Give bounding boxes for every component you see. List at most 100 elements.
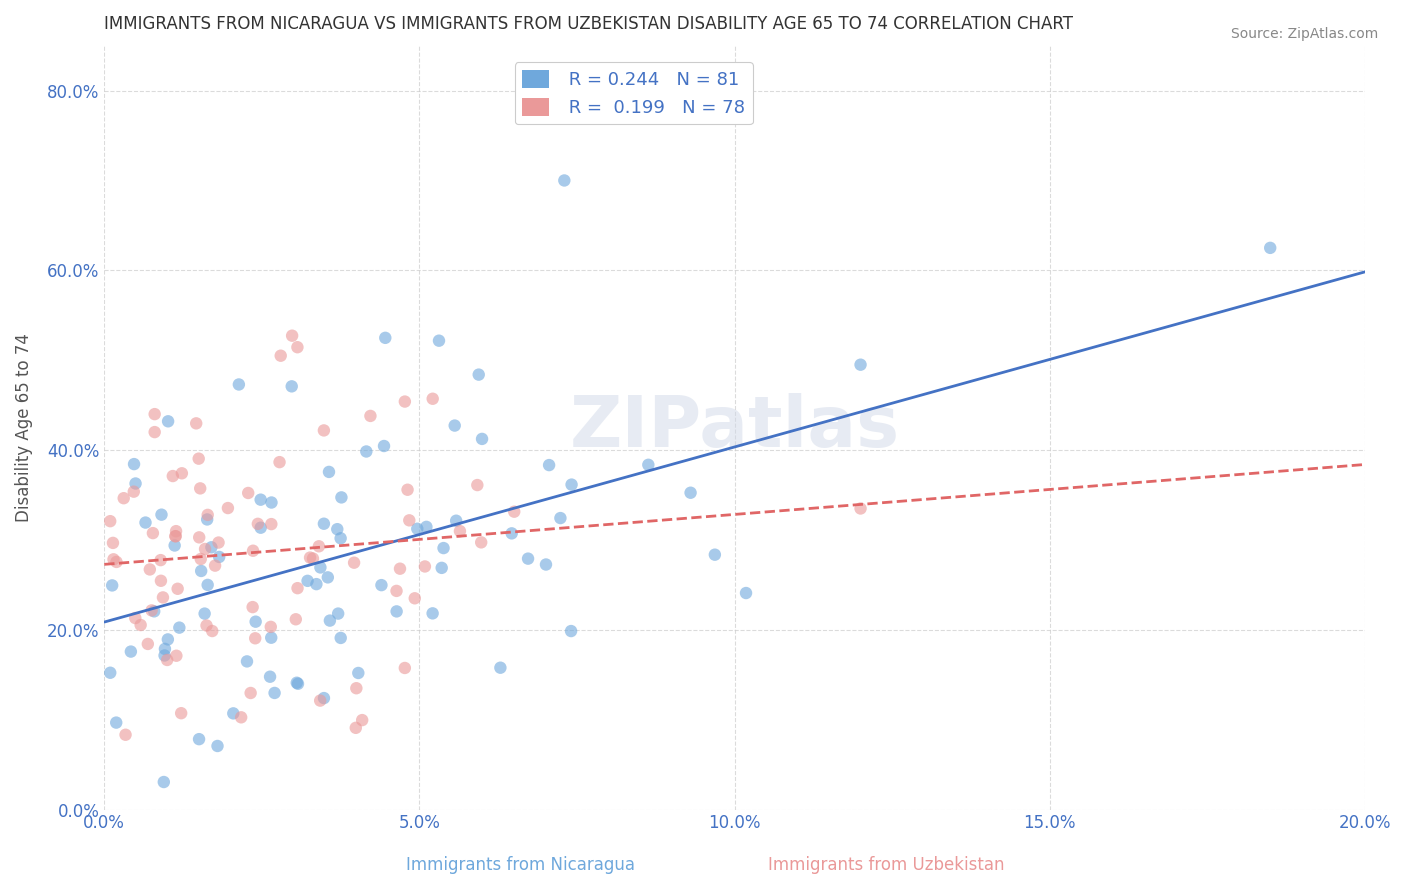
- Point: [305, 577, 328, 591]
- Point: [849, 358, 872, 372]
- Point: [105, 555, 128, 569]
- Point: [553, 173, 575, 187]
- Point: [246, 516, 269, 531]
- Point: [443, 418, 465, 433]
- Point: [637, 458, 659, 472]
- Point: [344, 721, 367, 735]
- Point: [352, 713, 374, 727]
- Point: [190, 552, 212, 566]
- Point: [735, 586, 758, 600]
- Point: [238, 486, 260, 500]
- Point: [190, 564, 212, 578]
- Point: [197, 508, 219, 522]
- Point: [236, 654, 259, 668]
- Point: [124, 611, 146, 625]
- Text: Source: ZipAtlas.com: Source: ZipAtlas.com: [1230, 27, 1378, 41]
- Point: [259, 670, 281, 684]
- Point: [308, 539, 330, 553]
- Point: [156, 653, 179, 667]
- Point: [517, 551, 540, 566]
- Point: [534, 558, 557, 572]
- Point: [394, 394, 416, 409]
- Point: [122, 457, 145, 471]
- Point: [98, 514, 121, 528]
- Point: [432, 541, 454, 555]
- Point: [242, 543, 264, 558]
- Point: [373, 439, 395, 453]
- Point: [269, 455, 291, 469]
- Text: Immigrants from Nicaragua: Immigrants from Nicaragua: [406, 856, 634, 874]
- Point: [156, 632, 179, 647]
- Point: [245, 632, 267, 646]
- Point: [501, 526, 523, 541]
- Point: [388, 562, 411, 576]
- Point: [406, 522, 429, 536]
- Point: [141, 603, 163, 617]
- Y-axis label: Disability Age 65 to 74: Disability Age 65 to 74: [15, 334, 32, 522]
- Point: [297, 574, 319, 588]
- Point: [143, 407, 166, 421]
- Point: [129, 618, 152, 632]
- Point: [560, 624, 582, 638]
- Point: [344, 681, 367, 696]
- Point: [312, 516, 335, 531]
- Point: [679, 485, 702, 500]
- Point: [136, 637, 159, 651]
- Point: [329, 631, 352, 645]
- Point: [503, 505, 526, 519]
- Point: [134, 516, 156, 530]
- Point: [165, 529, 187, 543]
- Point: [538, 458, 561, 472]
- Point: [242, 600, 264, 615]
- Point: [249, 521, 271, 535]
- Point: [312, 424, 335, 438]
- Point: [550, 511, 572, 525]
- Point: [245, 615, 267, 629]
- Point: [103, 552, 125, 566]
- Point: [287, 340, 309, 354]
- Point: [284, 612, 307, 626]
- Point: [415, 520, 437, 534]
- Point: [112, 491, 135, 506]
- Point: [142, 526, 165, 541]
- Point: [318, 465, 340, 479]
- Point: [105, 715, 128, 730]
- Point: [153, 648, 176, 663]
- Point: [394, 661, 416, 675]
- Point: [222, 706, 245, 721]
- Point: [186, 417, 208, 431]
- Point: [404, 591, 426, 606]
- Point: [287, 677, 309, 691]
- Point: [217, 501, 239, 516]
- Point: [343, 556, 366, 570]
- Point: [124, 476, 146, 491]
- Point: [385, 583, 408, 598]
- Point: [467, 368, 489, 382]
- Point: [162, 469, 184, 483]
- Point: [195, 618, 218, 632]
- Point: [309, 560, 332, 574]
- Point: [101, 578, 124, 592]
- Point: [427, 334, 450, 348]
- Point: [263, 686, 285, 700]
- Point: [163, 539, 186, 553]
- Point: [430, 561, 453, 575]
- Point: [260, 495, 283, 509]
- Point: [347, 665, 370, 680]
- Point: [120, 644, 142, 658]
- Point: [281, 328, 304, 343]
- Point: [165, 648, 187, 663]
- Point: [170, 706, 193, 721]
- Text: ZIPatlas: ZIPatlas: [569, 393, 900, 462]
- Point: [188, 732, 211, 747]
- Point: [849, 501, 872, 516]
- Text: Immigrants from Uzbekistan: Immigrants from Uzbekistan: [768, 856, 1004, 874]
- Point: [561, 477, 583, 491]
- Point: [302, 551, 325, 566]
- Point: [260, 620, 283, 634]
- Point: [153, 775, 176, 789]
- Point: [489, 661, 512, 675]
- Point: [239, 686, 262, 700]
- Point: [143, 604, 166, 618]
- Point: [285, 675, 308, 690]
